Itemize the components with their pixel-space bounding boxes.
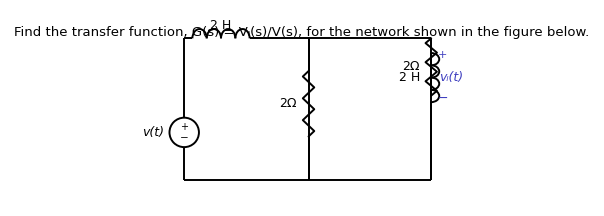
Text: 2Ω: 2Ω [402,60,420,73]
Text: +: + [438,50,447,60]
Text: Find the transfer function, G(s) = Vₗ(s)/V(s), for the network shown in the figu: Find the transfer function, G(s) = Vₗ(s)… [14,26,590,39]
Text: 2 H: 2 H [399,71,420,84]
Text: v(t): v(t) [143,126,164,139]
Text: +: + [180,122,188,132]
Text: −: − [180,133,188,143]
Text: 2 H: 2 H [210,19,232,32]
Text: vₗ(t): vₗ(t) [440,71,463,84]
Text: 2Ω: 2Ω [280,97,297,110]
Text: −: − [438,92,448,105]
